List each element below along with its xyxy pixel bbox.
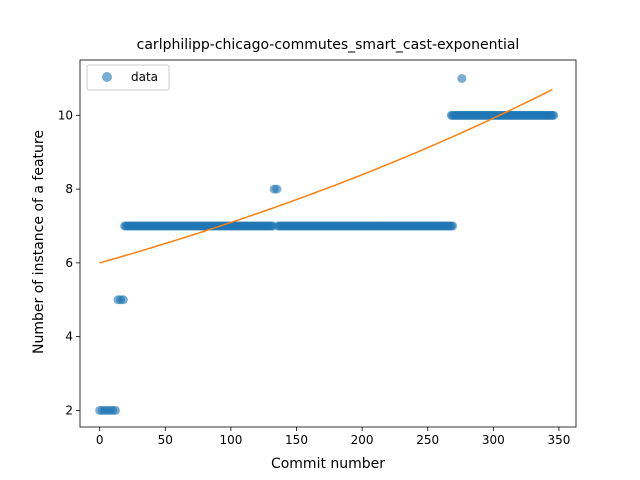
data-point <box>272 184 282 194</box>
data-point <box>448 221 458 231</box>
axes-frame <box>79 59 577 428</box>
legend: data <box>86 64 170 91</box>
x-tick-label: 300 <box>482 433 505 447</box>
chart-title: carlphilipp-chicago-commutes_smart_cast-… <box>137 37 520 53</box>
x-tick-label: 100 <box>219 433 242 447</box>
x-tick-label: 0 <box>96 433 104 447</box>
data-point <box>457 73 467 83</box>
x-axis-label: Commit number <box>271 456 385 472</box>
y-tick-label: 8 <box>65 182 73 196</box>
data-point <box>110 405 120 415</box>
legend-marker <box>102 72 112 82</box>
x-tick-label: 250 <box>416 433 439 447</box>
x-tick-label: 350 <box>547 433 570 447</box>
y-tick-label: 6 <box>65 256 73 270</box>
plot-area <box>95 73 559 415</box>
y-tick-label: 4 <box>65 330 73 344</box>
x-tick-label: 50 <box>158 433 173 447</box>
x-tick-label: 200 <box>351 433 374 447</box>
x-tick-label: 150 <box>285 433 308 447</box>
data-point <box>549 110 559 120</box>
x-axis-ticks: 0 50 100 150 200 250 300 350 <box>96 427 570 447</box>
y-tick-label: 10 <box>58 108 73 122</box>
data-point <box>118 295 128 305</box>
fit-line <box>99 88 553 264</box>
legend-box <box>86 64 170 91</box>
y-axis-label: Number of instance of a feature <box>31 130 47 354</box>
y-axis-ticks: 2 4 6 8 10 <box>58 108 80 417</box>
y-tick-label: 2 <box>65 403 73 417</box>
legend-label: data <box>131 70 158 84</box>
